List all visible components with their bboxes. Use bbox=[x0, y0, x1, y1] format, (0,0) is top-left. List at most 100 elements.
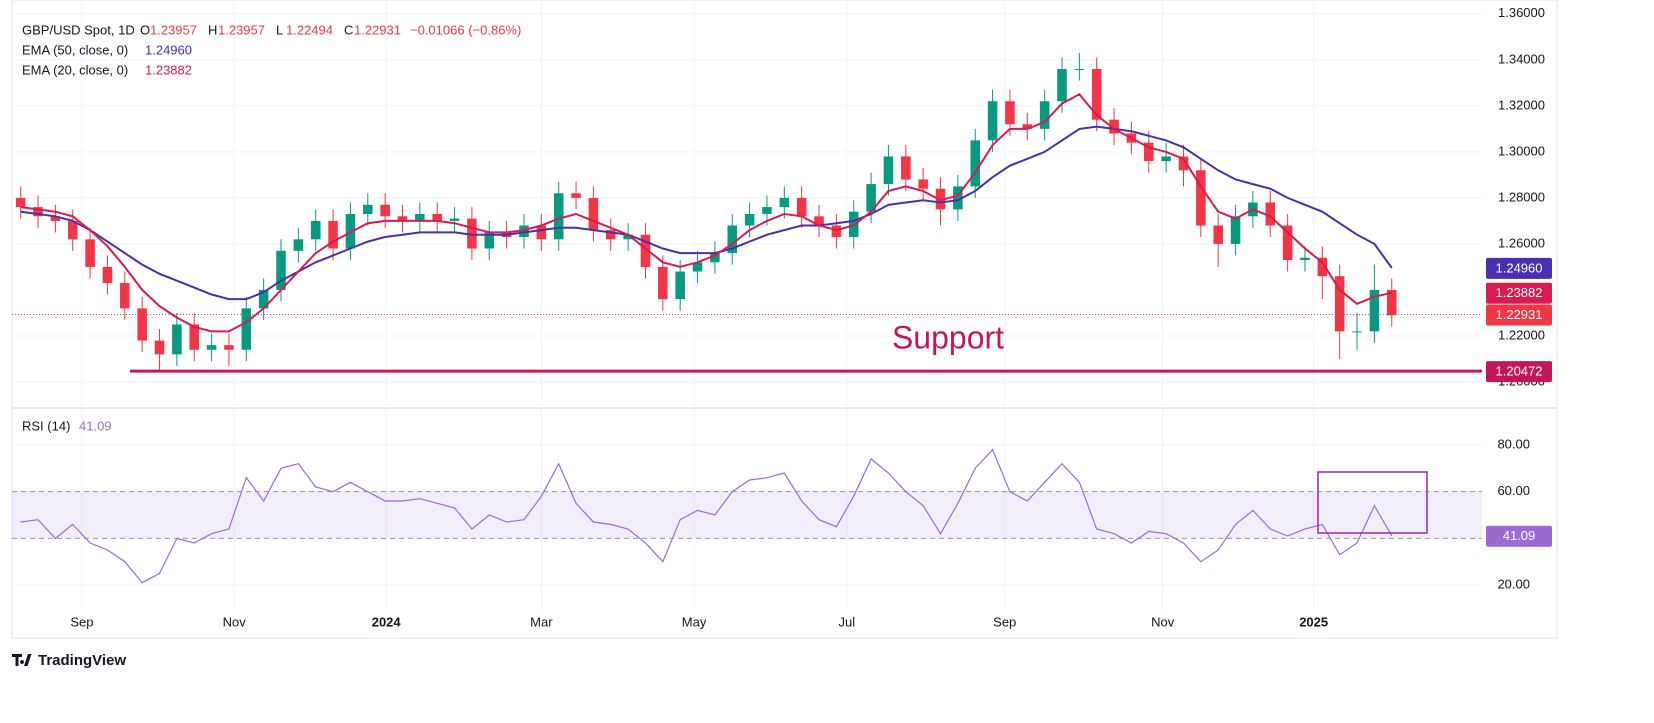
legend-name: EMA (50, close, 0) bbox=[22, 42, 128, 57]
candle-body bbox=[883, 156, 894, 185]
candle-body bbox=[1213, 225, 1223, 244]
candle-body bbox=[553, 193, 564, 240]
candle-body bbox=[33, 207, 43, 217]
candle-body bbox=[1196, 170, 1206, 226]
candle-body bbox=[935, 188, 946, 210]
candle-body bbox=[796, 197, 807, 217]
candle-body bbox=[1282, 225, 1293, 261]
candle-body bbox=[762, 207, 772, 215]
candle-body bbox=[276, 250, 286, 290]
candle-body bbox=[310, 220, 321, 240]
ema-line bbox=[20, 125, 1393, 301]
candle-body bbox=[67, 220, 78, 240]
candle-body bbox=[918, 179, 928, 189]
change: −0.01066 (−0.86%) bbox=[410, 22, 521, 37]
candle-body bbox=[623, 234, 633, 240]
y-tick-label: 1.36000 bbox=[1498, 5, 1545, 20]
rsi-line bbox=[20, 448, 1393, 584]
legend-value: 1.23882 bbox=[145, 62, 192, 77]
ohlc-value: 1.23957 bbox=[150, 22, 197, 37]
candle-body bbox=[675, 271, 685, 300]
rsi-band bbox=[12, 491, 1482, 539]
y-tick-label: 1.34000 bbox=[1498, 51, 1545, 66]
candle-body bbox=[571, 193, 581, 198]
rsi-tick-label: 80.00 bbox=[1497, 436, 1530, 451]
candle-body bbox=[692, 262, 703, 272]
legend-name: EMA (20, close, 0) bbox=[22, 62, 128, 77]
y-tick-label: 1.30000 bbox=[1498, 143, 1545, 158]
y-tick-label: 1.32000 bbox=[1498, 97, 1545, 112]
candle-body bbox=[588, 197, 599, 231]
brand-logo bbox=[12, 654, 32, 666]
rsi-name: RSI (14) bbox=[22, 418, 70, 433]
candle-body bbox=[1317, 257, 1328, 277]
candle-body bbox=[1300, 257, 1310, 261]
rsi-last: 41.09 bbox=[79, 418, 112, 433]
candle-body bbox=[1230, 216, 1241, 244]
candle-body bbox=[1161, 156, 1171, 162]
candle-body bbox=[727, 225, 738, 254]
candle-body bbox=[605, 230, 616, 240]
ema-line bbox=[20, 93, 1393, 333]
candle-body bbox=[206, 345, 217, 350]
x-tick-label: 2025 bbox=[1299, 614, 1328, 629]
candle-body bbox=[901, 156, 911, 180]
candle-body bbox=[380, 204, 390, 217]
candle-body bbox=[1178, 156, 1189, 171]
candle-body bbox=[85, 239, 95, 267]
candle-body bbox=[1057, 69, 1067, 102]
candle-body bbox=[328, 220, 338, 249]
legend-value: 1.24960 bbox=[145, 42, 192, 57]
candle-body bbox=[120, 283, 130, 309]
y-tick-label: 1.26000 bbox=[1498, 235, 1545, 250]
highlight-box bbox=[1317, 471, 1428, 534]
candle-body bbox=[1022, 124, 1033, 129]
ohlc-value: 1.22931 bbox=[354, 22, 401, 37]
support-badge: 1.20472 bbox=[1496, 364, 1543, 379]
candle-body bbox=[154, 340, 165, 355]
x-tick-label: Nov bbox=[223, 614, 247, 629]
candle-body bbox=[1334, 276, 1345, 332]
x-tick-label: Nov bbox=[1151, 614, 1175, 629]
x-tick-label: Sep bbox=[70, 614, 93, 629]
price-badge-bg bbox=[1486, 304, 1552, 326]
candle-body bbox=[50, 216, 61, 221]
ohlc-key: L bbox=[276, 22, 283, 37]
ema-badge: 1.23882 bbox=[1496, 285, 1543, 300]
candle-body bbox=[484, 232, 495, 249]
candle-body bbox=[449, 218, 460, 221]
candle-body bbox=[293, 239, 304, 251]
candle-body bbox=[415, 214, 425, 221]
ema-badge-bg bbox=[1486, 257, 1552, 279]
candle-body bbox=[137, 308, 147, 341]
candle-body bbox=[15, 197, 26, 208]
candle-body bbox=[1369, 289, 1380, 332]
ohlc-key: O bbox=[140, 22, 150, 37]
rsi-badge-bg bbox=[1486, 525, 1552, 547]
candle-body bbox=[710, 253, 720, 263]
x-tick-label: Sep bbox=[993, 614, 1016, 629]
candle-body bbox=[658, 266, 668, 300]
candle-body bbox=[102, 266, 113, 284]
candle-body bbox=[1352, 331, 1362, 333]
frame bbox=[11, 0, 1558, 639]
ohlc-value: 1.23957 bbox=[218, 22, 265, 37]
candle-body bbox=[953, 186, 963, 210]
candle-body bbox=[814, 216, 824, 226]
candle-body bbox=[467, 218, 477, 249]
ema-badge: 1.24960 bbox=[1496, 260, 1543, 275]
candle-body bbox=[1265, 202, 1276, 226]
candle-body bbox=[519, 225, 529, 238]
candle-body bbox=[258, 289, 269, 309]
x-tick-label: 2024 bbox=[372, 614, 402, 629]
ohlc-key: C bbox=[344, 22, 353, 37]
candle-body bbox=[397, 216, 408, 221]
x-tick-label: Mar bbox=[530, 614, 553, 629]
candle-body bbox=[1144, 142, 1154, 162]
candle-body bbox=[1109, 119, 1119, 134]
candle-body bbox=[1386, 289, 1397, 316]
brand-text: TradingView bbox=[38, 652, 126, 669]
support-badge-bg bbox=[1486, 361, 1552, 383]
candle-body bbox=[172, 324, 182, 355]
